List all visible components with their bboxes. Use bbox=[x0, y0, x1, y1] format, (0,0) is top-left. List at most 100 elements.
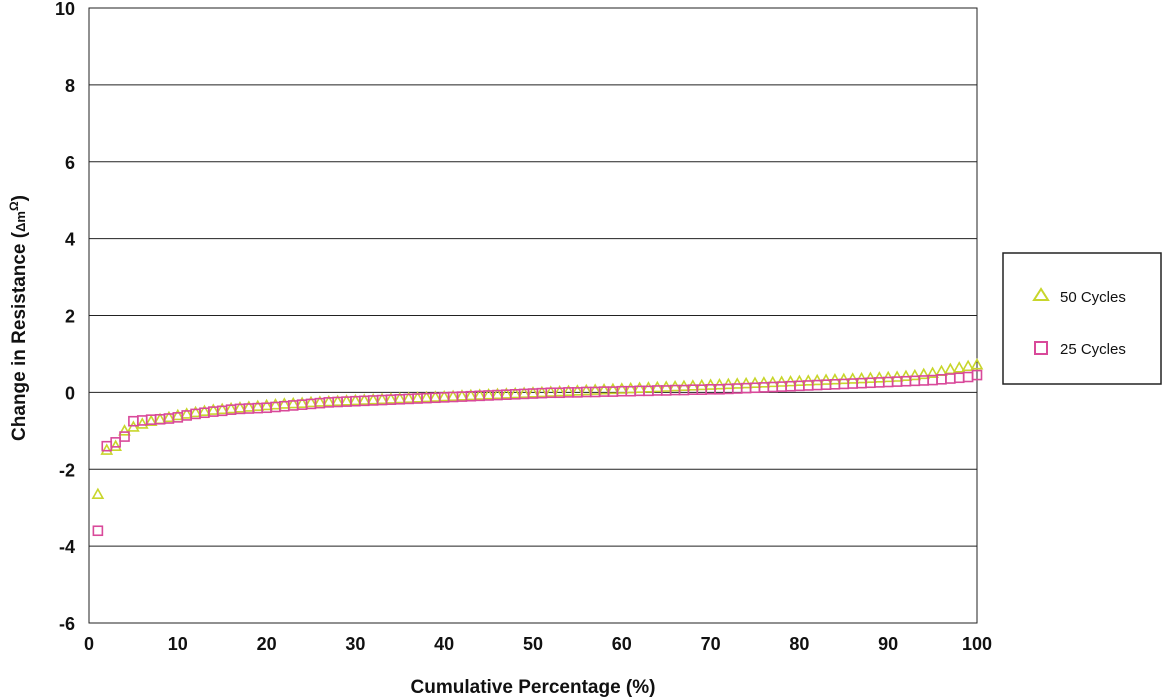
triangle-marker bbox=[215, 402, 229, 415]
triangle-marker bbox=[961, 359, 975, 372]
legend-label-50-cycles: 50 Cycles bbox=[1060, 289, 1126, 306]
triangle-marker bbox=[411, 391, 424, 403]
triangle-marker bbox=[571, 384, 584, 396]
legend-label-25-cycles: 25 Cycles bbox=[1060, 341, 1126, 358]
square-marker bbox=[119, 431, 130, 442]
legend: 50 Cycles 25 Cycles bbox=[1002, 252, 1162, 385]
y-tick-label: 4 bbox=[65, 230, 75, 250]
square-marker bbox=[953, 372, 965, 384]
square-marker bbox=[110, 437, 121, 448]
triangle-marker bbox=[535, 385, 549, 398]
triangle-marker bbox=[100, 443, 114, 455]
triangle-marker bbox=[171, 408, 185, 421]
triangle-marker bbox=[464, 388, 478, 401]
x-tick-label: 80 bbox=[789, 634, 809, 654]
triangle-marker bbox=[952, 361, 966, 373]
y-axis-title-suffix: ) bbox=[9, 195, 30, 201]
triangle-marker bbox=[491, 387, 504, 400]
legend-box bbox=[1002, 252, 1162, 385]
triangle-marker bbox=[508, 386, 522, 399]
triangle-marker bbox=[340, 394, 353, 406]
triangle-marker bbox=[650, 380, 664, 393]
triangle-marker bbox=[180, 407, 194, 419]
square-marker bbox=[92, 525, 104, 537]
triangle-marker bbox=[91, 487, 105, 500]
grid-layer bbox=[89, 7, 977, 624]
y-axis-title-prefix: Change in Resistance ( bbox=[9, 231, 30, 441]
triangle-marker bbox=[437, 389, 451, 402]
triangle-marker bbox=[162, 410, 176, 423]
y-tick-label: -2 bbox=[59, 460, 75, 480]
data-marks bbox=[91, 358, 984, 537]
triangle-marker bbox=[260, 398, 273, 411]
triangle-marker bbox=[553, 384, 566, 397]
triangle-marker bbox=[588, 383, 602, 395]
triangle-marker bbox=[295, 396, 309, 408]
triangle-marker bbox=[420, 390, 433, 403]
triangle-marker bbox=[366, 393, 380, 405]
triangle-marker bbox=[544, 385, 558, 397]
triangle-marker bbox=[899, 369, 913, 382]
plot-frame bbox=[88, 7, 978, 624]
triangle-marker bbox=[384, 392, 398, 404]
square-marker bbox=[962, 371, 974, 383]
triangle-marker bbox=[562, 384, 575, 397]
x-tick-label: 70 bbox=[701, 634, 721, 654]
triangle-marker bbox=[917, 367, 931, 380]
triangle-marker bbox=[482, 388, 495, 400]
x-tick-label: 30 bbox=[345, 634, 365, 654]
triangle-marker bbox=[135, 417, 149, 429]
triangle-marker bbox=[313, 395, 327, 407]
x-tick-label: 40 bbox=[434, 634, 454, 654]
x-tick-label: 90 bbox=[878, 634, 898, 654]
x-tick-label: 0 bbox=[84, 634, 94, 654]
triangle-marker bbox=[118, 424, 131, 436]
legend-triangle-icon bbox=[1032, 287, 1050, 301]
x-axis-title: Cumulative Percentage (%) bbox=[411, 677, 656, 698]
triangle-marker bbox=[606, 382, 620, 395]
x-tick-label: 100 bbox=[962, 634, 992, 654]
triangle-marker bbox=[428, 390, 442, 402]
triangle-marker bbox=[189, 405, 202, 418]
triangle-marker bbox=[251, 399, 265, 412]
x-tick-label: 50 bbox=[523, 634, 543, 654]
triangle-marker bbox=[357, 393, 371, 405]
y-tick-label: -4 bbox=[59, 537, 75, 557]
y-tick-label: 0 bbox=[65, 383, 75, 403]
triangle-marker bbox=[242, 400, 256, 412]
x-tick-label: 20 bbox=[257, 634, 277, 654]
series-25-cycles bbox=[92, 369, 983, 537]
triangle-marker bbox=[322, 394, 336, 407]
legend-square-icon bbox=[1034, 341, 1048, 355]
triangle-marker bbox=[926, 366, 939, 378]
triangle-marker bbox=[526, 386, 540, 398]
triangle-marker bbox=[908, 368, 922, 381]
x-tick-label: 60 bbox=[612, 634, 632, 654]
triangle-marker bbox=[455, 389, 469, 401]
triangle-marker bbox=[579, 383, 593, 396]
y-tick-label: 8 bbox=[65, 76, 75, 96]
y-tick-label: 6 bbox=[65, 153, 75, 173]
triangle-marker bbox=[349, 393, 362, 406]
triangle-marker bbox=[473, 388, 487, 400]
y-tick-label: -6 bbox=[59, 614, 75, 634]
y-tick-label: 10 bbox=[55, 0, 75, 19]
triangle-marker bbox=[375, 392, 389, 405]
triangle-marker bbox=[597, 383, 611, 395]
x-tick-label: 10 bbox=[168, 634, 188, 654]
triangle-marker bbox=[615, 382, 629, 394]
triangle-marker bbox=[331, 394, 344, 407]
triangle-marker bbox=[402, 391, 416, 403]
triangle-marker bbox=[233, 401, 247, 413]
triangle-marker bbox=[278, 397, 291, 409]
square-marker bbox=[971, 369, 983, 381]
triangle-marker bbox=[144, 414, 158, 427]
triangle-marker bbox=[624, 381, 638, 394]
triangle-marker bbox=[970, 358, 984, 370]
y-axis-title-symbol: Δm bbox=[13, 211, 28, 232]
triangle-marker bbox=[393, 391, 407, 404]
triangle-marker bbox=[198, 404, 211, 417]
y-axis-title: Change in Resistance (ΔmΩ) bbox=[7, 195, 30, 441]
